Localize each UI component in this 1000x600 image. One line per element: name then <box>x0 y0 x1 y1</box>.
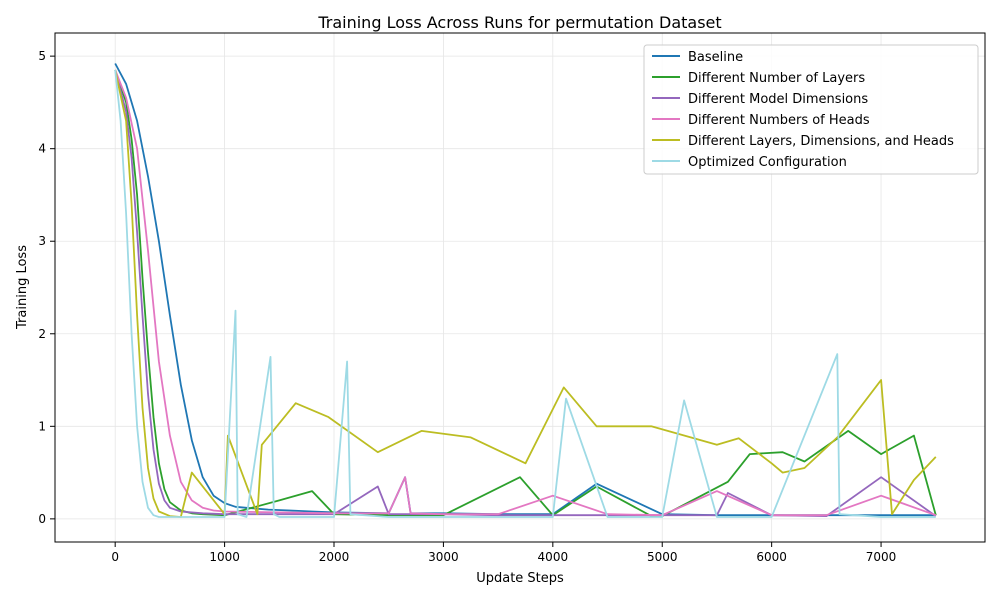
series-line-5 <box>114 69 937 518</box>
legend-label: Different Model Dimensions <box>688 92 868 107</box>
plot-area-frame <box>54 32 986 543</box>
chart-title: Training Loss Across Runs for permutatio… <box>317 13 721 32</box>
series-lines <box>114 63 937 518</box>
legend-label: Different Layers, Dimensions, and Heads <box>688 134 954 149</box>
x-tick-label: 6000 <box>756 550 787 564</box>
x-tick-label: 7000 <box>866 550 897 564</box>
legend-label: Optimized Configuration <box>688 155 847 170</box>
legend-label: Different Numbers of Heads <box>688 113 870 128</box>
y-axis-title: Training Loss <box>15 245 30 330</box>
y-tick-label: 5 <box>38 49 46 63</box>
x-tick-label: 4000 <box>538 550 569 564</box>
x-axis-title: Update Steps <box>476 571 564 586</box>
x-tick-label: 1000 <box>209 550 240 564</box>
series-line-2 <box>114 69 937 517</box>
legend-label: Baseline <box>688 50 743 65</box>
x-tick-label: 2000 <box>319 550 350 564</box>
series-line-4 <box>114 69 937 517</box>
y-tick-label: 3 <box>38 234 46 248</box>
x-tick-label: 3000 <box>428 550 459 564</box>
legend-box <box>643 44 979 175</box>
legend-label: Different Number of Layers <box>688 71 865 86</box>
y-tick-label: 1 <box>38 419 46 433</box>
y-tick-label: 0 <box>38 512 46 526</box>
y-tick-label: 2 <box>38 327 46 341</box>
y-tick-label: 4 <box>38 142 46 156</box>
series-line-6 <box>114 69 936 518</box>
legend: Baseline Different Number of Layers Differ… <box>643 44 979 175</box>
x-tick-label: 0 <box>111 550 119 564</box>
series-line-3 <box>114 69 937 517</box>
x-tick-label: 5000 <box>647 550 678 564</box>
axes: 0 1000 2000 3000 4000 5000 6000 7000 0 1 2 3 4 5 <box>38 49 896 564</box>
